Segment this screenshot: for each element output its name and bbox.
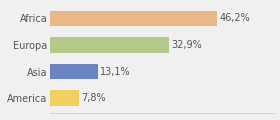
Text: 13,1%: 13,1% bbox=[100, 66, 130, 77]
Bar bbox=[50, 11, 217, 26]
Text: 32,9%: 32,9% bbox=[171, 40, 202, 50]
Bar bbox=[50, 90, 79, 106]
Text: 46,2%: 46,2% bbox=[220, 13, 250, 23]
Text: 7,8%: 7,8% bbox=[81, 93, 105, 103]
Bar bbox=[50, 37, 169, 53]
Bar bbox=[50, 64, 98, 79]
